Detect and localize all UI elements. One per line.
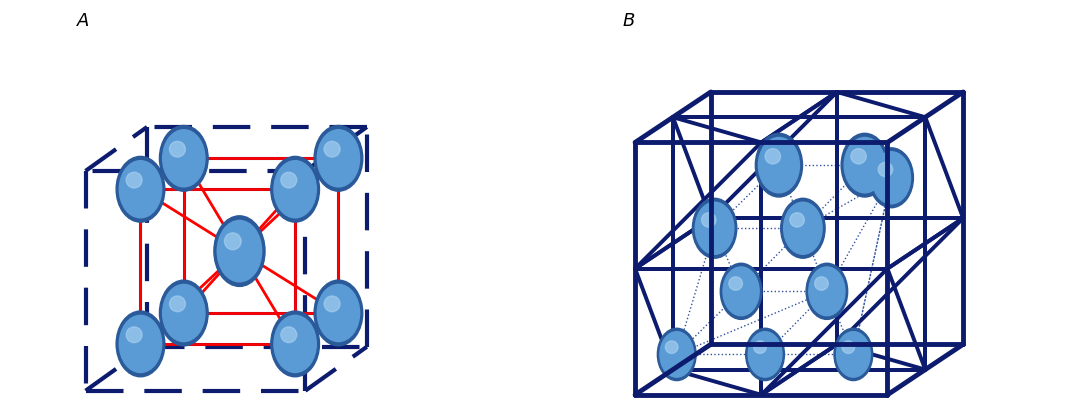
Ellipse shape	[225, 233, 241, 250]
Ellipse shape	[274, 315, 316, 372]
Ellipse shape	[872, 152, 911, 204]
Ellipse shape	[271, 311, 320, 377]
Ellipse shape	[666, 341, 678, 353]
Ellipse shape	[844, 138, 885, 193]
Ellipse shape	[755, 133, 803, 197]
Ellipse shape	[116, 156, 165, 222]
Ellipse shape	[127, 172, 142, 188]
Ellipse shape	[806, 263, 848, 319]
Ellipse shape	[834, 328, 873, 381]
Ellipse shape	[658, 328, 696, 381]
Ellipse shape	[754, 341, 766, 353]
Ellipse shape	[723, 267, 759, 316]
Ellipse shape	[695, 202, 734, 254]
Ellipse shape	[808, 267, 844, 316]
Text: A: A	[77, 12, 89, 30]
Ellipse shape	[159, 280, 208, 346]
Ellipse shape	[841, 133, 888, 197]
Ellipse shape	[274, 161, 316, 218]
Ellipse shape	[169, 296, 185, 312]
Ellipse shape	[790, 213, 804, 227]
Ellipse shape	[729, 277, 743, 290]
Ellipse shape	[758, 138, 800, 193]
Ellipse shape	[214, 216, 265, 287]
Ellipse shape	[324, 296, 340, 312]
Ellipse shape	[116, 311, 165, 377]
Ellipse shape	[159, 125, 208, 191]
Ellipse shape	[783, 202, 823, 254]
Ellipse shape	[745, 328, 784, 381]
Ellipse shape	[280, 172, 297, 188]
Ellipse shape	[163, 284, 205, 341]
Ellipse shape	[765, 149, 780, 164]
Ellipse shape	[324, 141, 340, 157]
Ellipse shape	[842, 341, 854, 353]
Ellipse shape	[878, 162, 892, 177]
Text: B: B	[623, 12, 635, 30]
Ellipse shape	[280, 327, 297, 343]
Ellipse shape	[217, 221, 262, 282]
Ellipse shape	[119, 315, 161, 372]
Ellipse shape	[748, 332, 782, 377]
Ellipse shape	[169, 141, 185, 157]
Ellipse shape	[660, 332, 694, 377]
Ellipse shape	[271, 156, 320, 222]
Ellipse shape	[781, 198, 825, 258]
Ellipse shape	[720, 263, 762, 319]
Ellipse shape	[815, 277, 828, 290]
Ellipse shape	[314, 280, 363, 346]
Ellipse shape	[163, 130, 205, 187]
Ellipse shape	[870, 148, 913, 208]
Ellipse shape	[127, 327, 142, 343]
Ellipse shape	[119, 161, 161, 218]
Ellipse shape	[837, 332, 871, 377]
Ellipse shape	[851, 149, 866, 164]
Ellipse shape	[317, 130, 360, 187]
Ellipse shape	[693, 198, 736, 258]
Ellipse shape	[317, 284, 360, 341]
Ellipse shape	[314, 125, 363, 191]
Ellipse shape	[702, 213, 716, 227]
